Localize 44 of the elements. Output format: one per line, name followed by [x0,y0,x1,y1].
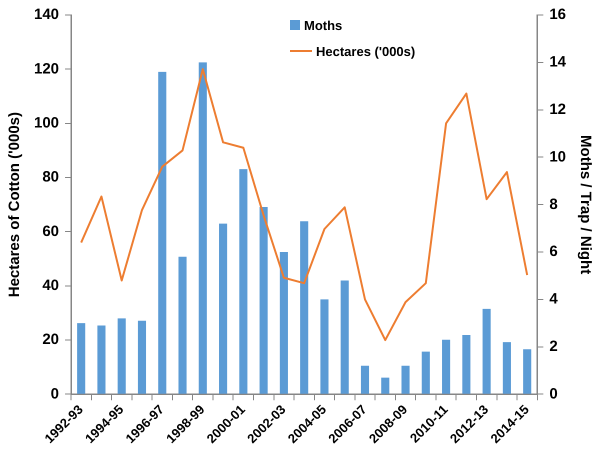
y2-tick-label: 6 [549,243,558,260]
y2-tick-label: 4 [549,290,558,308]
bar [138,320,146,394]
y-tick-label: 120 [34,60,60,78]
y2-tick-label: 2 [549,338,558,355]
bar [77,323,86,394]
y-tick-label: 20 [42,331,60,348]
y2-tick-label: 16 [549,6,566,24]
bar [158,72,166,394]
bar [260,206,268,394]
bar [280,252,288,394]
bar [118,318,126,394]
bar [320,299,328,394]
legend-label: Hectares ('000s) [316,44,416,58]
y2-tick-label: 10 [549,148,566,166]
y-tick-label: 40 [42,277,60,294]
bar [462,334,470,394]
y-tick-label: 140 [34,6,60,24]
y-tick-label: 0 [50,385,60,402]
bar [502,342,511,394]
y2-tick-label: 12 [549,100,566,118]
bar [178,256,187,394]
y-tick-label: 100 [34,114,60,132]
bar [381,378,390,394]
bar [442,340,450,394]
bar [340,280,349,394]
y2-tick-label: 14 [549,54,567,71]
y2-tick-label: 8 [549,196,558,213]
bar [422,352,430,394]
bar [482,308,491,394]
bar [360,366,370,394]
y-axis-title: Hectares of Cotton ('000s) [6,112,24,298]
y-tick-label: 80 [42,168,60,186]
y2-tick-label: 0 [549,385,558,402]
y-tick-label: 60 [42,222,60,240]
legend-label: Moths [304,18,342,32]
bar [219,224,228,394]
bar [401,366,410,394]
bar [198,62,207,394]
bar [300,221,308,394]
bar [239,169,248,394]
bar [523,349,532,394]
y2-axis-title: Moths / Trap / Night [576,135,594,274]
bar [97,326,106,394]
